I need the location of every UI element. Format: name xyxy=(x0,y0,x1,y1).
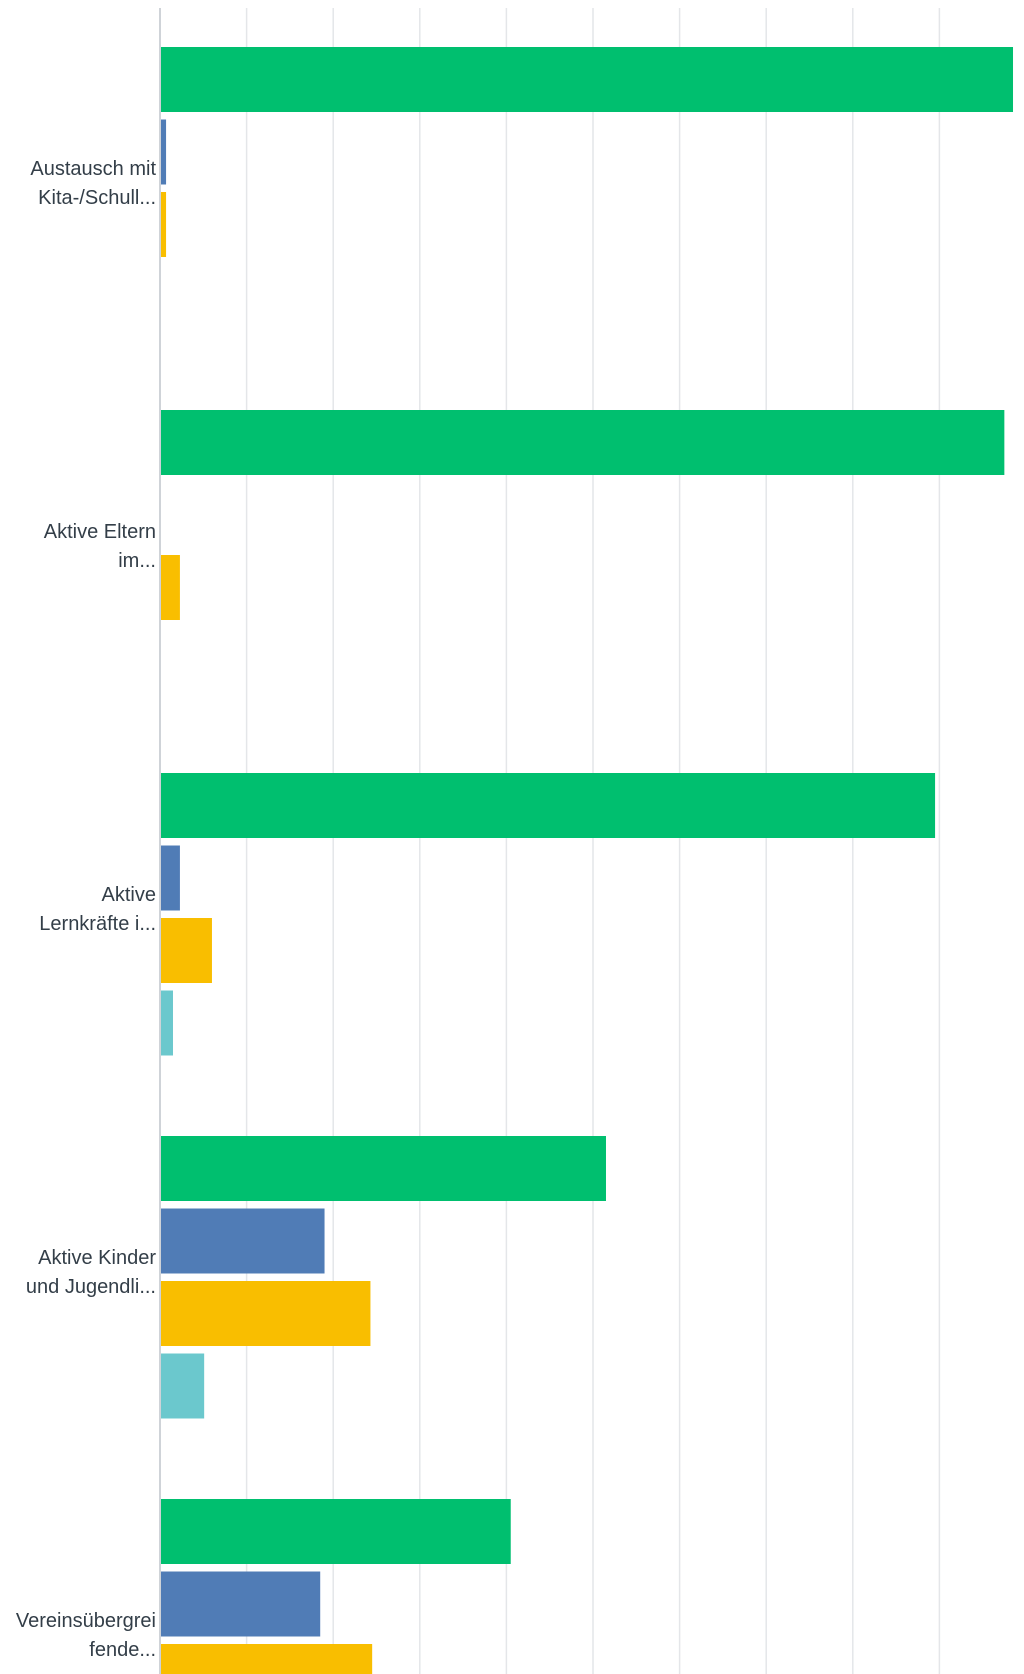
category-label: im... xyxy=(118,550,156,572)
bar-2-series-1[interactable] xyxy=(160,410,1005,475)
bar-4-series-2[interactable] xyxy=(160,1208,325,1274)
category-label: Kita-/Schull... xyxy=(38,187,156,209)
bar-3-series-2[interactable] xyxy=(160,845,180,911)
bar-5-series-3[interactable] xyxy=(160,1644,373,1674)
bar-3-series-1[interactable] xyxy=(160,773,936,838)
bar-1-series-3[interactable] xyxy=(160,192,167,257)
bar-5-series-1[interactable] xyxy=(160,1499,511,1564)
category-label: Vereinsübergrei xyxy=(16,1610,156,1632)
grid-lines xyxy=(245,8,941,1674)
category-label: Aktive Eltern xyxy=(44,521,156,543)
bar-4-series-1[interactable] xyxy=(160,1136,606,1201)
bar-4-series-4[interactable] xyxy=(160,1353,205,1419)
category-label: Lernkräfte i... xyxy=(39,913,156,935)
category-label: Austausch mit xyxy=(30,158,156,180)
category-label: Aktive xyxy=(102,884,156,906)
bars xyxy=(160,47,1014,1674)
category-label: Aktive Kinder xyxy=(38,1247,156,1269)
category-label: und Jugendli... xyxy=(26,1276,156,1298)
category-labels: Austausch mit Kita-/Schull... Aktive Elter… xyxy=(16,158,157,1661)
bar-3-series-3[interactable] xyxy=(160,918,212,983)
bar-1-series-1[interactable] xyxy=(160,47,1014,112)
category-label: fende... xyxy=(89,1639,156,1661)
bar-3-series-4[interactable] xyxy=(160,990,173,1056)
bar-1-series-2[interactable] xyxy=(160,119,167,185)
bar-4-series-3[interactable] xyxy=(160,1281,371,1346)
bar-2-series-3[interactable] xyxy=(160,555,180,620)
bar-5-series-2[interactable] xyxy=(160,1571,321,1637)
